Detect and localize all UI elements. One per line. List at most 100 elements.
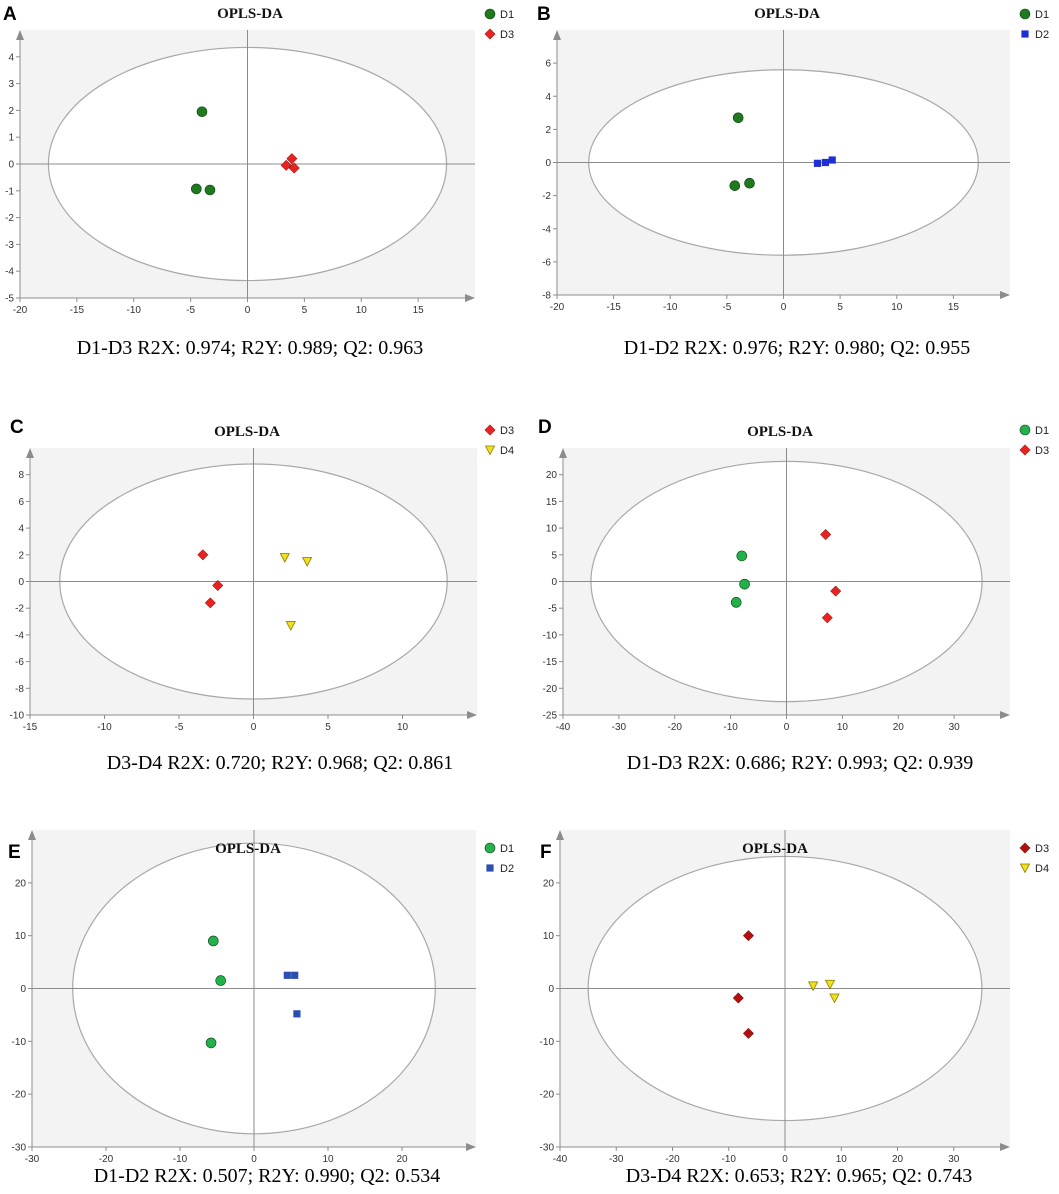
data-point-d2 bbox=[291, 971, 299, 979]
y-tick-label: -30 bbox=[540, 1143, 555, 1154]
y-tick-label: 0 bbox=[20, 984, 26, 995]
x-tick-label: -30 bbox=[25, 1154, 40, 1165]
x-tick-label: 10 bbox=[322, 1154, 334, 1165]
x-tick-label: -5 bbox=[722, 302, 731, 313]
panel-label: A bbox=[3, 4, 17, 25]
legend-label: D1 bbox=[500, 9, 514, 21]
data-point-d3 bbox=[286, 153, 298, 165]
x-axis-arrow bbox=[467, 711, 477, 719]
x-tick-label: 5 bbox=[302, 305, 308, 316]
y-tick-label: -6 bbox=[15, 657, 24, 668]
legend-label: D4 bbox=[1035, 863, 1049, 875]
x-tick-label: 10 bbox=[837, 722, 849, 733]
panel-b: -20 -15 -10 -5 0 5 10 15-8-6-4-20246OPLS-DABD1-… bbox=[537, 4, 1049, 359]
x-tick-label: -10 bbox=[127, 305, 142, 316]
x-tick-label: 20 bbox=[893, 722, 905, 733]
data-point-d1 bbox=[730, 597, 742, 608]
y-tick-label: -3 bbox=[5, 240, 14, 251]
y-tick-label: -2 bbox=[15, 604, 24, 615]
y-tick-label: -1 bbox=[5, 186, 14, 197]
panel-title: OPLS-DA bbox=[214, 424, 280, 440]
y-tick-label: -4 bbox=[5, 267, 14, 278]
y-tick-label: 8 bbox=[18, 470, 24, 481]
data-point-d1 bbox=[208, 935, 219, 947]
panel-caption: D3-D4 R2X: 0.720; R2Y: 0.968; Q2: 0.861 bbox=[107, 752, 454, 774]
y-tick-label: -10 bbox=[543, 630, 558, 641]
x-tick-label: -15 bbox=[606, 302, 621, 313]
panel-caption: D1-D2 R2X: 0.507; R2Y: 0.990; Q2: 0.534 bbox=[94, 1165, 441, 1187]
data-point-d3 bbox=[732, 992, 744, 1004]
x-tick-label: 15 bbox=[413, 305, 425, 316]
data-point-d1 bbox=[196, 106, 208, 118]
panel-label: B bbox=[537, 4, 551, 25]
data-point-d1 bbox=[215, 975, 226, 986]
data-point-d4 bbox=[301, 557, 313, 567]
x-tick-label: 5 bbox=[325, 722, 331, 733]
data-point-d3 bbox=[204, 597, 216, 609]
data-point-d1 bbox=[204, 184, 216, 196]
x-tick-label: -10 bbox=[723, 722, 738, 733]
x-tick-label: -20 bbox=[665, 1154, 680, 1165]
data-point-d3 bbox=[280, 159, 292, 171]
data-point-d4 bbox=[279, 553, 290, 563]
y-tick-label: 2 bbox=[545, 125, 551, 136]
data-point-d1 bbox=[744, 177, 755, 189]
legend-label: D2 bbox=[500, 863, 514, 875]
y-tick-label: -6 bbox=[542, 257, 551, 268]
y-axis-arrow bbox=[26, 448, 34, 458]
y-tick-label: 10 bbox=[15, 931, 27, 942]
legend-marker-d4 bbox=[484, 445, 496, 456]
legend-marker-d3 bbox=[1019, 444, 1031, 456]
panel-a: -20 -15 -10 -5 0 5 10 15-5-4-3-2-101234OPLS-DAA… bbox=[3, 4, 514, 359]
panel-title: OPLS-DA bbox=[742, 841, 808, 857]
legend-label: D3 bbox=[1035, 843, 1049, 855]
x-tick-label: 0 bbox=[251, 722, 257, 733]
data-point-d3 bbox=[742, 930, 754, 942]
x-tick-label: 10 bbox=[891, 302, 903, 313]
y-tick-label: 0 bbox=[545, 158, 551, 169]
data-point-d1 bbox=[729, 180, 741, 191]
panel-label: D bbox=[538, 417, 552, 438]
panel-f: -40 -30 -20 -10 0 10 20 30-30-20-1001020OPLS-DA… bbox=[540, 830, 1049, 1187]
y-tick-label: -2 bbox=[5, 213, 14, 224]
x-tick-label: 0 bbox=[251, 1154, 257, 1165]
x-tick-label: -20 bbox=[550, 302, 565, 313]
data-point-d4 bbox=[824, 979, 836, 990]
x-tick-label: -15 bbox=[70, 305, 85, 316]
y-tick-label: -2 bbox=[542, 191, 551, 202]
y-tick-label: -10 bbox=[540, 1037, 555, 1048]
legend-marker-d1 bbox=[484, 8, 496, 20]
data-point-d1 bbox=[736, 550, 748, 562]
y-tick-label: 4 bbox=[545, 92, 551, 103]
y-axis-arrow bbox=[559, 448, 567, 458]
y-tick-label: -20 bbox=[12, 1090, 27, 1101]
data-point-d3 bbox=[821, 612, 833, 624]
x-tick-label: -10 bbox=[663, 302, 678, 313]
panel-label: F bbox=[540, 842, 552, 863]
panel-title: OPLS-DA bbox=[754, 6, 820, 22]
panel-label: E bbox=[8, 842, 21, 863]
y-tick-label: -30 bbox=[12, 1143, 27, 1154]
legend-marker-d4 bbox=[1019, 863, 1031, 874]
panel-caption: D1-D3 R2X: 0.974; R2Y: 0.989; Q2: 0.963 bbox=[77, 337, 424, 359]
y-tick-label: 15 bbox=[546, 497, 558, 508]
legend-marker-d1 bbox=[1019, 8, 1031, 20]
y-tick-label: 6 bbox=[545, 59, 551, 70]
x-axis-arrow bbox=[465, 294, 475, 302]
y-axis-arrow bbox=[556, 830, 564, 840]
x-tick-label: 5 bbox=[837, 302, 843, 313]
x-tick-label: 0 bbox=[781, 302, 787, 313]
data-point-d4 bbox=[807, 981, 819, 992]
legend-label: D3 bbox=[500, 425, 514, 437]
data-point-d3 bbox=[212, 579, 224, 592]
legend-label: D3 bbox=[500, 29, 514, 41]
x-tick-label: -30 bbox=[612, 722, 627, 733]
panel-title: OPLS-DA bbox=[215, 841, 281, 857]
data-point-d3 bbox=[820, 528, 832, 541]
x-tick-label: 0 bbox=[782, 1154, 788, 1165]
y-tick-label: 2 bbox=[18, 550, 24, 561]
x-tick-label: -15 bbox=[23, 722, 38, 733]
y-tick-label: -8 bbox=[542, 291, 551, 302]
panel-label: C bbox=[10, 417, 24, 438]
